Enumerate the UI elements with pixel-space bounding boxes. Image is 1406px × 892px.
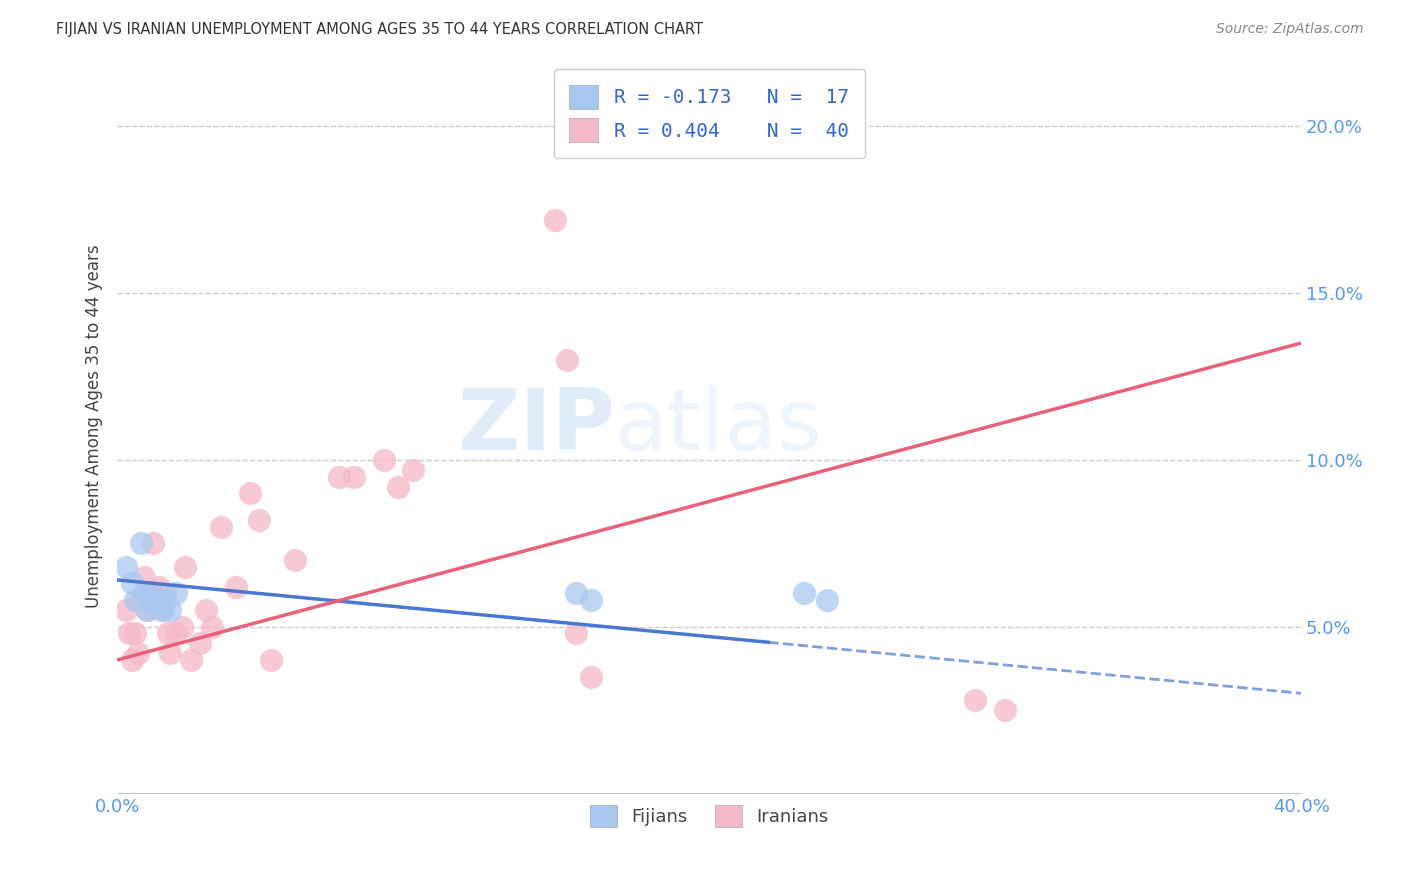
Point (124, 593, 146, 607)
Text: ZIP: ZIP (457, 385, 614, 468)
Legend: Fijians, Iranians: Fijians, Iranians (581, 796, 838, 836)
Point (159, 603, 181, 617)
Y-axis label: Unemployment Among Ages 35 to 44 years: Unemployment Among Ages 35 to 44 years (86, 244, 103, 608)
Point (139, 586, 162, 600)
Point (124, 626, 146, 640)
Point (118, 626, 141, 640)
Point (284, 553, 307, 567)
Point (174, 559, 197, 574)
Point (239, 486, 262, 500)
Point (135, 603, 157, 617)
Point (129, 593, 152, 607)
Point (156, 626, 179, 640)
Point (555, 352, 578, 367)
Point (793, 586, 815, 600)
Point (121, 653, 143, 667)
Point (159, 646, 181, 660)
Point (387, 479, 409, 493)
Point (139, 593, 162, 607)
Point (165, 586, 187, 600)
Point (201, 619, 224, 633)
Point (965, 693, 987, 707)
Point (994, 703, 1017, 717)
Point (225, 580, 247, 594)
Point (150, 603, 173, 617)
Point (579, 593, 602, 607)
Point (132, 586, 155, 600)
Point (180, 653, 202, 667)
Text: FIJIAN VS IRANIAN UNEMPLOYMENT AMONG AGES 35 TO 44 YEARS CORRELATION CHART: FIJIAN VS IRANIAN UNEMPLOYMENT AMONG AGE… (56, 22, 703, 37)
Point (145, 586, 167, 600)
Point (172, 619, 194, 633)
Point (565, 626, 588, 640)
Point (153, 593, 176, 607)
Point (373, 453, 395, 467)
Point (260, 653, 283, 667)
Point (544, 212, 567, 227)
Point (148, 593, 170, 607)
Point (565, 586, 588, 600)
Point (188, 636, 211, 650)
Point (247, 513, 270, 527)
Point (127, 646, 149, 660)
Point (328, 469, 350, 483)
Text: atlas: atlas (614, 385, 823, 468)
Point (817, 593, 839, 607)
Point (153, 586, 176, 600)
Point (115, 603, 138, 617)
Point (115, 559, 138, 574)
Point (142, 536, 165, 550)
Point (209, 519, 232, 533)
Point (579, 670, 602, 684)
Point (343, 469, 366, 483)
Point (132, 569, 155, 583)
Point (194, 603, 217, 617)
Point (135, 603, 157, 617)
Point (402, 463, 425, 477)
Point (148, 580, 170, 594)
Text: Source: ZipAtlas.com: Source: ZipAtlas.com (1216, 22, 1364, 37)
Point (150, 603, 173, 617)
Point (165, 626, 187, 640)
Point (142, 586, 165, 600)
Point (129, 536, 152, 550)
Point (121, 576, 143, 591)
